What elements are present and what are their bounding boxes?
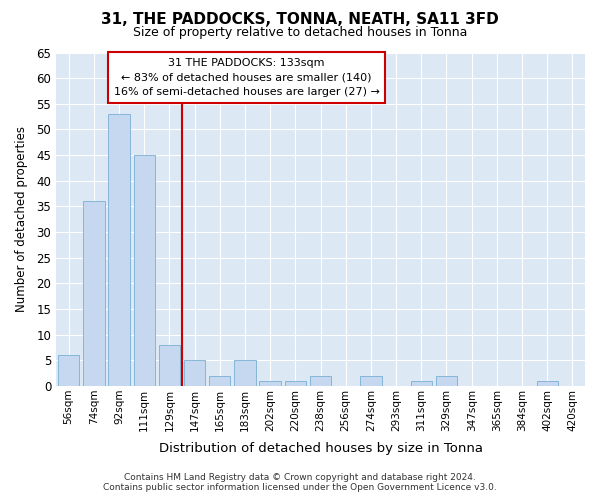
Text: 31, THE PADDOCKS, TONNA, NEATH, SA11 3FD: 31, THE PADDOCKS, TONNA, NEATH, SA11 3FD <box>101 12 499 28</box>
Text: Contains HM Land Registry data © Crown copyright and database right 2024.
Contai: Contains HM Land Registry data © Crown c… <box>103 473 497 492</box>
Bar <box>134 155 155 386</box>
Bar <box>184 360 205 386</box>
Bar <box>284 381 306 386</box>
Bar <box>234 360 256 386</box>
Bar <box>536 381 558 386</box>
Bar <box>83 202 104 386</box>
Bar <box>209 376 230 386</box>
X-axis label: Distribution of detached houses by size in Tonna: Distribution of detached houses by size … <box>158 442 482 455</box>
Bar <box>410 381 432 386</box>
Bar <box>259 381 281 386</box>
Text: 31 THE PADDOCKS: 133sqm
← 83% of detached houses are smaller (140)
16% of semi-d: 31 THE PADDOCKS: 133sqm ← 83% of detache… <box>113 58 379 97</box>
Bar <box>58 355 79 386</box>
Bar <box>310 376 331 386</box>
Y-axis label: Number of detached properties: Number of detached properties <box>15 126 28 312</box>
Text: Size of property relative to detached houses in Tonna: Size of property relative to detached ho… <box>133 26 467 39</box>
Bar <box>360 376 382 386</box>
Bar <box>159 345 180 386</box>
Bar <box>436 376 457 386</box>
Bar <box>109 114 130 386</box>
